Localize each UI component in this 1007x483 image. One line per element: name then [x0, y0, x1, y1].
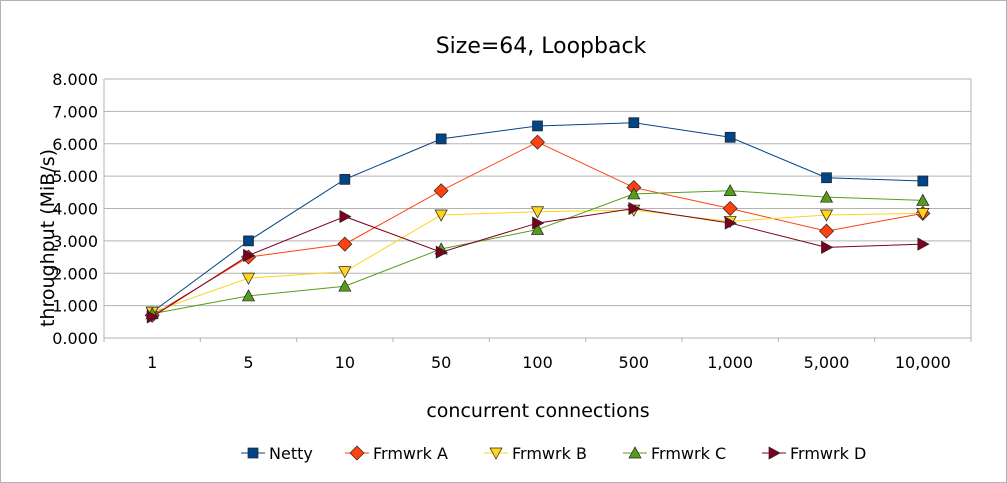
data-point [243, 248, 256, 263]
legend-label: Frmwrk C [651, 444, 726, 463]
series-frmwrk-c [145, 183, 930, 320]
legend-label: Netty [269, 444, 313, 463]
data-point [819, 190, 834, 203]
legend-label: Frmwrk B [512, 444, 587, 463]
legend-item: Frmwrk A [345, 444, 448, 463]
data-point [243, 235, 254, 247]
y-tick-label: 5.000 [52, 167, 98, 186]
y-tick-label: 7.000 [52, 102, 98, 121]
y-tick-label: 3.000 [52, 232, 98, 251]
legend-item: Frmwrk D [762, 444, 866, 463]
data-point [627, 187, 641, 200]
legend-label: Frmwrk D [790, 444, 866, 463]
legend-label: Frmwrk A [373, 444, 448, 463]
data-point [241, 272, 256, 285]
y-tick-label: 8.000 [52, 70, 98, 89]
data-point [723, 183, 737, 197]
data-point [433, 183, 449, 199]
chart-title: Size=64, Loopback [436, 34, 647, 59]
y-tick-label: 0.000 [52, 329, 98, 348]
data-point [724, 216, 737, 230]
data-point [916, 193, 930, 206]
legend-marker-icon [349, 445, 365, 461]
legend: Netty Frmwrk A Frmwrk B Frmwrk C Frmwrk D [241, 444, 866, 463]
legend-marker-icon [247, 447, 259, 459]
legend-item: Frmwrk C [623, 444, 726, 463]
data-point [821, 172, 832, 184]
x-tick-label: 1 [147, 353, 157, 372]
series-group [144, 117, 931, 324]
y-tick-label: 1.000 [52, 297, 98, 316]
legend-marker-icon [768, 446, 781, 460]
data-point [337, 236, 353, 252]
data-point [819, 209, 834, 222]
y-axis-ticks: 0.000 1.000 2.000 3.000 4.000 5.000 6.000 7.000… [52, 70, 98, 348]
x-tick-label: 5 [243, 353, 253, 372]
data-point [917, 175, 929, 187]
legend-item: Netty [241, 444, 313, 463]
data-point [241, 289, 256, 302]
data-point [530, 134, 545, 150]
x-tick-label: 100 [522, 353, 553, 372]
data-point [339, 210, 352, 224]
data-point [532, 216, 545, 230]
x-tick-label: 5,000 [804, 353, 850, 372]
legend-marker-icon [628, 446, 642, 459]
data-point [819, 223, 834, 239]
legend-marker-icon [489, 447, 503, 460]
data-point [722, 201, 738, 216]
x-tick-label: 500 [619, 353, 650, 372]
data-point [917, 237, 930, 251]
x-axis-label: concurrent connections [426, 400, 649, 422]
y-tick-label: 6.000 [52, 135, 98, 154]
data-point [146, 310, 159, 324]
y-tick-label: 4.000 [52, 200, 98, 219]
data-point [530, 222, 545, 235]
data-point [628, 117, 640, 129]
y-tick-label: 2.000 [52, 264, 98, 283]
data-point [434, 209, 448, 222]
data-point [916, 208, 930, 221]
data-point [532, 120, 543, 132]
data-point [338, 266, 352, 279]
series-frmwrk-d [146, 201, 930, 324]
x-tick-label: 50 [431, 353, 451, 372]
x-axis-ticks: 1 5 10 50 100 500 1,000 5,000 10,000 [103, 338, 972, 372]
y-axis-label: throughput (MiB/s) [37, 149, 59, 327]
data-point [628, 201, 641, 216]
data-point [339, 174, 351, 185]
data-point [821, 240, 834, 254]
legend-item: Frmwrk B [484, 444, 587, 463]
data-point [338, 279, 352, 292]
data-point [530, 206, 545, 219]
x-tick-label: 1,000 [707, 353, 753, 372]
x-tick-label: 10 [335, 353, 355, 372]
data-point [435, 133, 447, 145]
x-tick-label: 10,000 [895, 353, 951, 372]
data-point [724, 131, 736, 143]
data-point [435, 245, 448, 259]
